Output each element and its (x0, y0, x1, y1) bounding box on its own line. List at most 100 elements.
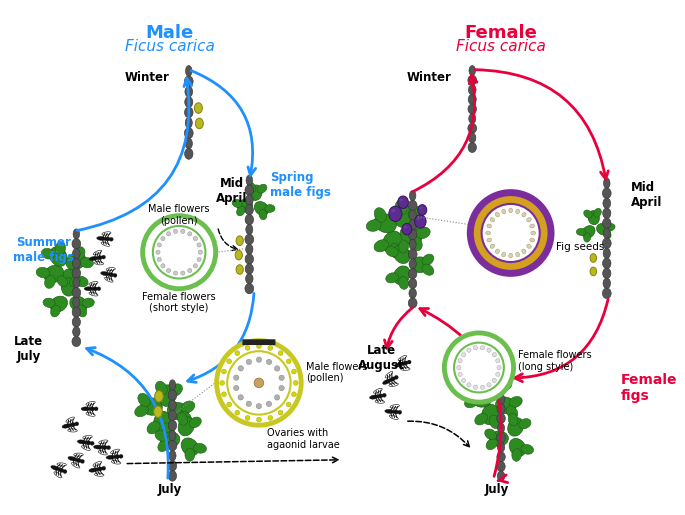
Ellipse shape (475, 366, 480, 369)
Circle shape (238, 366, 243, 371)
Circle shape (256, 344, 261, 349)
Circle shape (245, 346, 250, 350)
Ellipse shape (478, 366, 485, 369)
Ellipse shape (495, 249, 499, 253)
Text: Ficus carica: Ficus carica (125, 39, 214, 54)
Ellipse shape (471, 390, 491, 407)
Text: Male flowers
(pollen): Male flowers (pollen) (306, 362, 368, 383)
Ellipse shape (72, 268, 81, 278)
Ellipse shape (508, 414, 518, 426)
Ellipse shape (254, 201, 269, 215)
Text: Female
figs: Female figs (621, 373, 677, 403)
Ellipse shape (54, 472, 62, 478)
Circle shape (457, 366, 461, 370)
Circle shape (75, 422, 79, 426)
Circle shape (268, 346, 273, 350)
Ellipse shape (383, 379, 391, 384)
Ellipse shape (73, 248, 80, 259)
Circle shape (161, 236, 165, 241)
Ellipse shape (258, 184, 267, 193)
Circle shape (480, 385, 484, 389)
Ellipse shape (468, 75, 477, 85)
Ellipse shape (105, 278, 113, 282)
Ellipse shape (414, 215, 426, 228)
Ellipse shape (181, 401, 195, 413)
Ellipse shape (138, 393, 150, 406)
Ellipse shape (76, 458, 82, 462)
Ellipse shape (57, 463, 66, 466)
Ellipse shape (177, 413, 188, 425)
Ellipse shape (602, 238, 611, 249)
Circle shape (221, 392, 226, 397)
Ellipse shape (408, 298, 417, 308)
Ellipse shape (521, 444, 534, 454)
Ellipse shape (95, 262, 103, 265)
Ellipse shape (603, 218, 611, 229)
Circle shape (286, 359, 291, 364)
Ellipse shape (189, 417, 201, 428)
Ellipse shape (114, 455, 120, 459)
Text: Late
August: Late August (358, 345, 404, 372)
Ellipse shape (72, 336, 81, 347)
Ellipse shape (385, 409, 395, 414)
Ellipse shape (530, 238, 534, 242)
Ellipse shape (377, 394, 383, 398)
Ellipse shape (401, 367, 410, 370)
Circle shape (113, 273, 117, 277)
Ellipse shape (389, 383, 398, 386)
Ellipse shape (84, 287, 93, 290)
Circle shape (193, 236, 197, 241)
Ellipse shape (147, 421, 160, 434)
Circle shape (458, 372, 462, 376)
Circle shape (497, 366, 501, 370)
Circle shape (292, 369, 297, 374)
Ellipse shape (245, 273, 253, 284)
Ellipse shape (522, 249, 526, 253)
Ellipse shape (398, 196, 408, 209)
Ellipse shape (390, 243, 401, 258)
Circle shape (286, 402, 291, 407)
Ellipse shape (105, 237, 110, 241)
Ellipse shape (238, 199, 253, 212)
Ellipse shape (245, 204, 253, 215)
Ellipse shape (490, 244, 495, 248)
Ellipse shape (168, 390, 177, 401)
Circle shape (197, 258, 201, 262)
Ellipse shape (531, 231, 536, 235)
Ellipse shape (497, 433, 506, 443)
Ellipse shape (110, 449, 120, 454)
Ellipse shape (246, 225, 253, 235)
Ellipse shape (155, 390, 163, 402)
Ellipse shape (245, 264, 253, 274)
Ellipse shape (584, 233, 590, 242)
Ellipse shape (169, 471, 177, 481)
Ellipse shape (86, 401, 95, 405)
Ellipse shape (375, 214, 397, 233)
Ellipse shape (499, 380, 512, 391)
Ellipse shape (195, 103, 202, 113)
Ellipse shape (597, 224, 610, 235)
Ellipse shape (468, 104, 477, 114)
Text: Mid
April: Mid April (216, 177, 248, 205)
Ellipse shape (399, 277, 408, 289)
Ellipse shape (77, 440, 87, 444)
Ellipse shape (408, 249, 417, 260)
Ellipse shape (398, 355, 407, 361)
Circle shape (221, 369, 226, 374)
Ellipse shape (245, 254, 253, 264)
Circle shape (473, 385, 477, 389)
Ellipse shape (245, 283, 253, 294)
Ellipse shape (400, 226, 422, 245)
Ellipse shape (99, 440, 108, 443)
Ellipse shape (386, 247, 399, 256)
Ellipse shape (184, 76, 193, 87)
Circle shape (268, 416, 273, 420)
Ellipse shape (469, 133, 476, 143)
Circle shape (266, 401, 272, 406)
Circle shape (161, 264, 165, 268)
Ellipse shape (82, 298, 95, 307)
Ellipse shape (80, 258, 93, 268)
Ellipse shape (402, 224, 412, 235)
Circle shape (246, 359, 251, 365)
Circle shape (256, 357, 262, 363)
